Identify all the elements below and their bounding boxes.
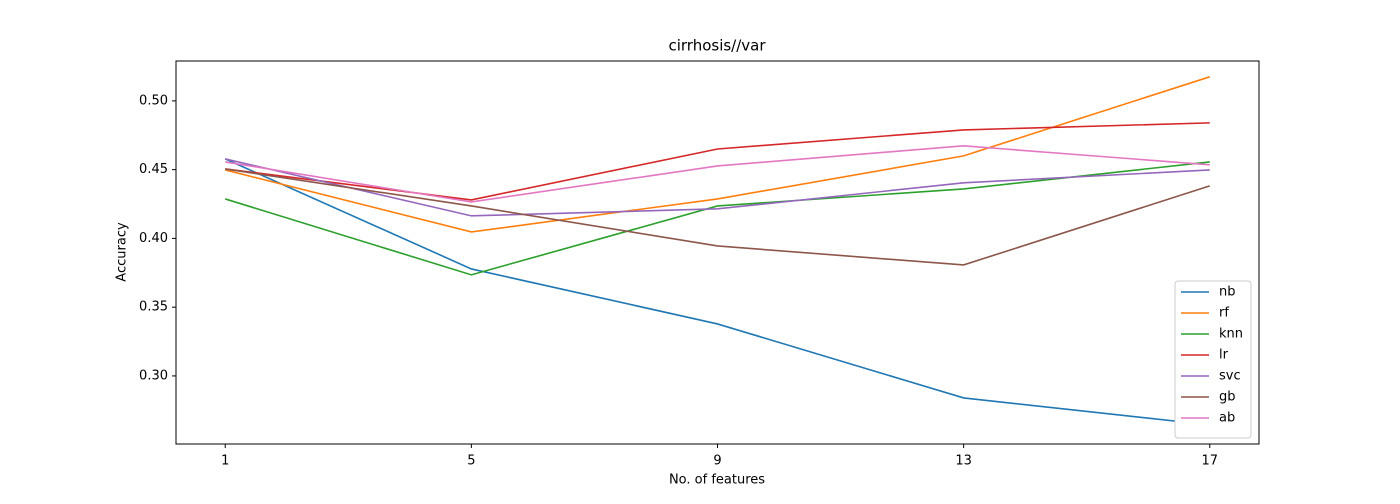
y-tick-label: 0.40 <box>139 231 168 246</box>
y-tick-label: 0.50 <box>139 93 168 108</box>
y-tick-label: 0.35 <box>139 300 168 315</box>
x-tick-label: 5 <box>467 454 475 469</box>
legend-box <box>1174 280 1252 439</box>
legend-label: gb <box>1219 390 1236 405</box>
x-tick-label: 9 <box>713 454 721 469</box>
y-tick-label: 0.45 <box>139 162 168 177</box>
chart-title: cirrhosis//var <box>668 37 766 55</box>
legend-label: lr <box>1219 348 1229 363</box>
legend-label: rf <box>1219 306 1229 321</box>
x-tick-label: 1 <box>221 454 229 469</box>
series-line <box>225 76 1211 233</box>
x-tick-label: 17 <box>1201 454 1218 469</box>
legend-label: ab <box>1219 411 1235 426</box>
plot-frame <box>175 60 1260 445</box>
legend-label: knn <box>1219 327 1243 342</box>
series-line <box>224 158 1210 426</box>
x-axis-label: No. of features <box>669 473 765 488</box>
series-line <box>225 158 1210 217</box>
y-axis-label: Accuracy <box>115 222 130 282</box>
legend-label: svc <box>1219 369 1241 384</box>
y-tick-label: 0.30 <box>139 368 168 383</box>
series-line <box>225 122 1210 201</box>
series-line <box>224 161 1210 276</box>
series-line <box>225 168 1211 266</box>
x-tick-label: 13 <box>955 454 972 469</box>
legend-label: nb <box>1219 285 1236 300</box>
series-line <box>225 145 1210 203</box>
